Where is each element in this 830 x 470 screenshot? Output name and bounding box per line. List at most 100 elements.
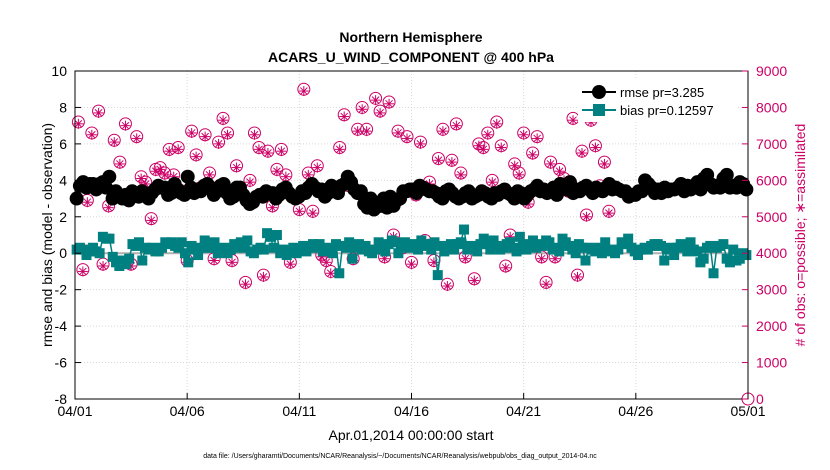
y-left-tick-label: -4 (55, 318, 68, 334)
bias-point (537, 240, 548, 251)
y-left-tick-label: 10 (51, 63, 67, 79)
bias-point (399, 237, 410, 248)
y-right-tick-label: 5000 (756, 209, 787, 225)
bias-point (196, 242, 207, 253)
asterisk-stroke (165, 147, 174, 156)
bias-point (432, 270, 443, 281)
asterisk-stroke (313, 163, 322, 172)
x-tick-label: 04/11 (282, 403, 316, 419)
obs-assimilated-point (285, 259, 296, 270)
obs-assimilated-point (321, 257, 332, 268)
asterisk-stroke (160, 171, 169, 179)
x-tick-label: 05/01 (730, 403, 765, 419)
asterisk-stroke (542, 280, 550, 289)
asterisk-stroke (528, 150, 537, 159)
rmse-point (69, 191, 84, 206)
obs-assimilated-point (227, 257, 238, 268)
y-right-tick-label: 4000 (756, 245, 787, 261)
bias-point (347, 253, 358, 264)
obs-assimilated-point (231, 162, 242, 173)
bias-point (741, 250, 752, 261)
asterisk-stroke (241, 280, 250, 289)
asterisk-stroke (228, 258, 236, 267)
asterisk-stroke (259, 273, 268, 281)
obs-assimilated-point (536, 253, 547, 264)
data-file-footer: data file: /Users/gharamti/Documents/NCA… (203, 453, 597, 460)
y-left-tick-label: 6 (59, 136, 67, 152)
obs-assimilated-point (500, 262, 511, 273)
asterisk-stroke (385, 99, 393, 108)
y-axis-left-ticks: -8 -6 -4 -2 0 2 4 6 8 10 (51, 63, 81, 407)
bias-point (570, 248, 581, 259)
bias-point (225, 244, 236, 255)
bias-point (353, 239, 364, 250)
bias-point (577, 242, 588, 253)
asterisk-stroke (335, 145, 344, 154)
x-axis-label: Apr.01,2014 00:00:00 start (328, 427, 493, 443)
asterisk-stroke (569, 116, 577, 125)
asterisk-stroke (519, 130, 528, 139)
bias-point (580, 255, 591, 266)
asterisk-stroke (308, 209, 317, 217)
y-left-tick-label: -2 (55, 282, 68, 298)
obs-assimilated-point (191, 151, 202, 162)
bias-point (593, 242, 604, 253)
obs-assimilated-point (406, 259, 417, 270)
y-left-tick-label: 8 (59, 99, 67, 115)
asterisk-stroke (483, 130, 492, 139)
bias-point (137, 255, 148, 266)
rmse-point (353, 184, 368, 199)
bias-point (330, 239, 341, 250)
y-right-tick-label: 7000 (756, 136, 787, 152)
bias-point (527, 235, 538, 246)
asterisk-stroke (439, 127, 447, 135)
asterisk-stroke (214, 140, 223, 148)
legend-bias-label: bias pr=0.12597 (620, 103, 714, 118)
asterisk-stroke (340, 112, 349, 121)
obs-assimilated-point (262, 148, 273, 158)
obs-assimilated-point (375, 107, 386, 118)
obs-assimilated-point (164, 146, 175, 157)
bias-point (478, 233, 489, 244)
bias-point (429, 237, 440, 248)
asterisk-stroke (403, 134, 411, 143)
asterisk-stroke (510, 161, 519, 170)
asterisk-stroke (600, 160, 609, 168)
obs-assimilated-point (402, 133, 413, 144)
obs-assimilated-point (258, 271, 269, 282)
obs-assimilated-point (451, 120, 462, 131)
asterisk-stroke (573, 273, 582, 281)
obs-assimilated-point (370, 95, 381, 106)
asterisk-stroke (132, 134, 141, 143)
asterisk-stroke (110, 138, 119, 146)
bias-point (78, 244, 89, 255)
obs-assimilated-point (307, 208, 318, 219)
bias-point (271, 230, 282, 240)
asterisk-stroke (87, 130, 96, 139)
bias-point (656, 240, 667, 251)
obs-assimilated-point (186, 127, 197, 138)
obs-assimilated-point (339, 111, 350, 122)
obs-assimilated-point (518, 129, 529, 140)
bias-point (173, 242, 184, 253)
obs-assimilated-point (213, 138, 224, 149)
obs-assimilated-point (146, 215, 157, 226)
asterisk-stroke (250, 130, 259, 139)
obs-assimilated-point (568, 115, 579, 126)
bias-point (514, 231, 525, 242)
obs-assimilated-point (415, 138, 426, 149)
rmse-point (719, 167, 734, 182)
y-left-tick-label: -8 (55, 391, 68, 407)
legend-bias-marker (593, 104, 605, 116)
asterisk-stroke (488, 178, 497, 187)
obs-assimilated-point (581, 211, 592, 222)
bias-point (114, 260, 125, 271)
obs-assimilated-point (114, 158, 125, 169)
bias-point (659, 255, 670, 266)
y-right-tick-label: 6000 (756, 172, 787, 188)
bias-point (124, 253, 135, 264)
asterisk-stroke (501, 263, 510, 272)
bias-point (475, 239, 486, 250)
asterisk-stroke (362, 127, 371, 135)
bias-point (682, 246, 693, 257)
